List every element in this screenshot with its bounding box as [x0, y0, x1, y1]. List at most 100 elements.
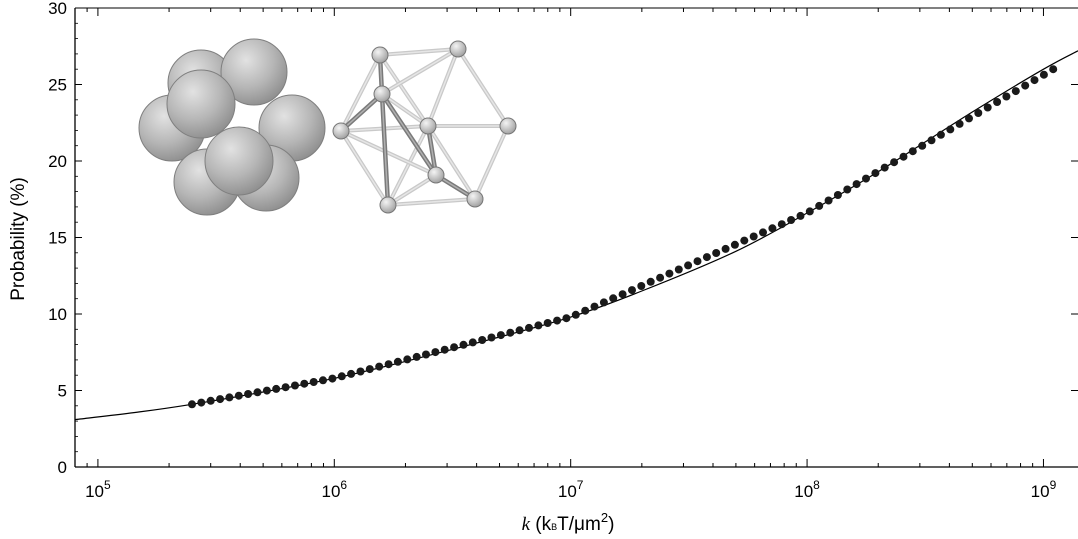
- data-point: [599, 298, 608, 307]
- data-point: [1011, 87, 1020, 96]
- data-point: [291, 381, 299, 390]
- data-point: [796, 211, 805, 220]
- data-point: [1002, 92, 1011, 101]
- data-point: [450, 343, 459, 352]
- data-point: [955, 119, 964, 128]
- data-point: [375, 362, 384, 371]
- x-axis-label-open: (k: [530, 514, 552, 535]
- data-point: [309, 378, 318, 386]
- x-axis-label-mu: μ: [574, 514, 585, 535]
- x-axis-ticks: 105 106 107 108 109: [74, 8, 1057, 501]
- data-point: [422, 350, 430, 359]
- x-tick-label: 109: [1031, 478, 1057, 501]
- frame-node: [466, 190, 484, 208]
- frame-node: [499, 117, 517, 135]
- frame-rod-highlight: [427, 125, 476, 200]
- y-tick-label: 20: [48, 152, 67, 171]
- x-axis-label-close: ): [608, 514, 614, 535]
- data-point: [216, 395, 225, 404]
- data-point: [946, 125, 955, 134]
- frame-node: [332, 122, 350, 140]
- data-point: [337, 372, 346, 381]
- data-point: [440, 345, 449, 354]
- data-point: [459, 340, 468, 349]
- data-point: [1049, 65, 1058, 74]
- data-point: [234, 391, 243, 400]
- x-axis-label-superscript: 2: [601, 510, 608, 525]
- data-point: [562, 314, 571, 323]
- data-point: [656, 273, 665, 282]
- data-point: [693, 257, 702, 266]
- frame-rod-front-highlight: [381, 93, 437, 176]
- x-tick-label: 105: [85, 478, 111, 501]
- data-point: [356, 367, 365, 376]
- frame-node: [419, 117, 437, 135]
- data-point: [880, 163, 889, 172]
- data-point: [1039, 70, 1048, 79]
- data-point: [1021, 81, 1030, 90]
- data-point: [899, 152, 908, 161]
- data-point: [553, 316, 562, 325]
- x-axis-label-subscript: B: [551, 522, 557, 532]
- frame-rod-highlight: [427, 48, 459, 127]
- data-point: [244, 390, 253, 398]
- data-point: [843, 185, 852, 194]
- frame-rod-front-highlight: [340, 93, 383, 132]
- frame-rod-highlight: [474, 125, 509, 200]
- frame-rod-highlight: [457, 48, 509, 127]
- data-point: [412, 352, 421, 361]
- frame-rod-front-highlight: [381, 93, 389, 206]
- data-point: [674, 265, 683, 274]
- data-point: [721, 244, 730, 253]
- frame-rod-highlight: [379, 48, 459, 56]
- data-point: [740, 236, 749, 245]
- data-point: [702, 253, 711, 262]
- x-tick-label: 107: [558, 478, 584, 501]
- data-point: [365, 365, 374, 374]
- data-point: [431, 348, 440, 357]
- icosahedron-frame-icon: [332, 40, 517, 214]
- data-point: [262, 386, 271, 395]
- y-tick-label: 5: [58, 382, 67, 401]
- data-point: [590, 302, 599, 311]
- data-point: [768, 224, 777, 233]
- frame-rod-highlight: [381, 93, 429, 127]
- data-point: [1030, 76, 1039, 85]
- data-point: [908, 147, 917, 156]
- data-point: [833, 191, 842, 199]
- data-point: [618, 290, 627, 299]
- data-point: [543, 319, 552, 327]
- data-point: [871, 169, 880, 178]
- data-point: [393, 357, 402, 366]
- x-axis-label-middle: T/: [557, 514, 575, 535]
- data-point: [206, 396, 215, 405]
- data-point: [852, 180, 861, 189]
- frame-rod-highlight: [387, 125, 429, 206]
- data-point: [506, 328, 515, 337]
- data-point: [936, 130, 945, 139]
- x-tick-label: 108: [794, 478, 820, 501]
- data-point: [281, 383, 290, 392]
- data-point: [787, 216, 796, 224]
- data-point: [684, 261, 693, 270]
- y-axis-ticks: 0 5 10 15 20 25 30: [48, 0, 1078, 477]
- data-point: [993, 98, 1002, 106]
- data-point: [927, 136, 936, 145]
- data-point: [328, 374, 337, 383]
- sphere-cluster-icon: [138, 38, 326, 216]
- frame-rod-highlight: [340, 54, 381, 132]
- data-point: [384, 360, 393, 369]
- frame-node: [373, 85, 391, 103]
- data-point: [197, 398, 206, 407]
- data-point: [824, 196, 833, 205]
- data-point: [983, 103, 992, 112]
- frame-rod-highlight: [381, 48, 459, 95]
- data-point: [525, 323, 533, 332]
- data-point: [403, 355, 412, 364]
- data-point: [225, 393, 234, 402]
- frame-rod-highlight: [379, 54, 429, 127]
- data-point: [478, 336, 487, 344]
- data-point: [918, 141, 927, 150]
- frame-node: [371, 46, 389, 64]
- frame-rod-highlight: [387, 174, 437, 206]
